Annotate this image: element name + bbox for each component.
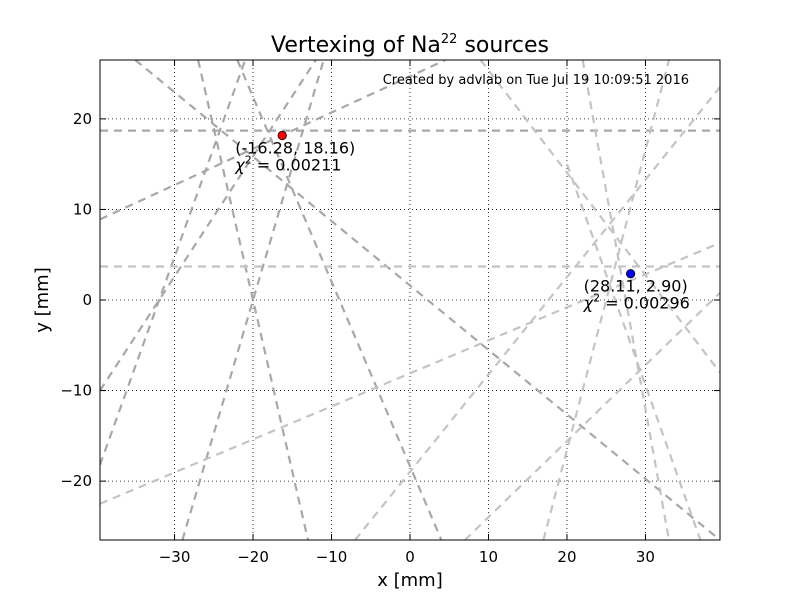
y-axis-label: y [mm] (32, 267, 53, 333)
x-tick-label: 0 (405, 548, 415, 566)
chi-value: = 0.00211 (252, 156, 342, 175)
vertex-layer: (-16.28, 18.16)χ2 = 0.00211(28.11, 2.90)… (234, 130, 690, 313)
track-line-source-2 (100, 241, 720, 505)
track-line-source-2 (479, 60, 720, 374)
plot-area (100, 60, 720, 540)
track-line-source-1 (100, 60, 317, 392)
track-line-source-1 (197, 60, 310, 540)
y-tick-label: −10 (60, 382, 92, 400)
track-line-source-1 (134, 60, 720, 540)
x-axis-label: x [mm] (377, 570, 443, 591)
x-tick-label: 20 (557, 548, 576, 566)
y-tick-label: 0 (82, 291, 92, 309)
x-tick-label: −30 (159, 548, 191, 566)
track-line-source-2 (565, 163, 702, 540)
track-line-source-2 (542, 60, 671, 540)
x-tick-label: −10 (316, 548, 348, 566)
chi-power: 2 (245, 154, 252, 167)
track-line-source-1 (236, 60, 443, 540)
vertex-point (626, 269, 636, 279)
x-tick-label: 10 (479, 548, 498, 566)
grid-layer (100, 60, 720, 540)
chart-title-main: Vertexing of Na (271, 33, 441, 58)
track-line-source-1 (100, 60, 446, 221)
chi-power: 2 (593, 292, 600, 305)
chart-title: Vertexing of Na22 sources (271, 32, 549, 58)
chi-symbol: χ (234, 156, 245, 175)
track-line-source-2 (354, 86, 720, 540)
ticks-layer: −30 −20 −10 0 10 20 30 −20 −10 0 10 20 (60, 60, 720, 566)
vertex-chi-squared-label: χ2 = 0.00211 (234, 154, 341, 175)
tracks-layer (100, 60, 720, 540)
track-line-source-2 (464, 291, 720, 540)
vertex-coordinate-label: (-16.28, 18.16) (235, 139, 355, 158)
credit-text: Created by advlab on Tue Jul 19 10:09:51… (383, 73, 689, 88)
y-tick-label: 20 (73, 110, 92, 128)
vertex-coordinate-label: (28.11, 2.90) (584, 277, 688, 296)
x-tick-label: 30 (636, 548, 655, 566)
vertex-point (277, 130, 287, 141)
x-tick-label: −20 (237, 548, 269, 566)
chart-title-superscript: 22 (441, 32, 458, 47)
vertex-chi-squared-label: χ2 = 0.00296 (583, 292, 690, 313)
chart-title-suffix: sources (457, 33, 549, 58)
chi-value: = 0.00296 (600, 294, 690, 313)
y-tick-label: 10 (73, 200, 92, 218)
y-tick-label: −20 (60, 472, 92, 490)
track-line-source-1 (100, 60, 247, 466)
track-line-source-2 (581, 60, 671, 540)
chi-symbol: χ (583, 294, 594, 313)
